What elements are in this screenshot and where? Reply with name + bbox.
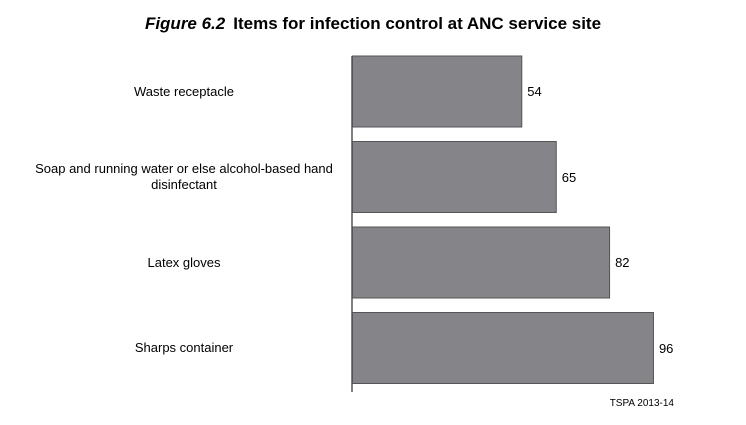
chart-title: Figure 6.2 Items for infection control at… xyxy=(0,14,746,34)
data-label: 54 xyxy=(527,84,542,99)
bar xyxy=(352,226,611,299)
data-label: 65 xyxy=(561,169,577,185)
source-note: TSPA 2013-14 xyxy=(609,398,674,409)
category-label: Latex gloves xyxy=(147,254,221,270)
category-label: Waste receptacle xyxy=(134,83,234,99)
bar xyxy=(352,55,523,128)
data-label: 96 xyxy=(658,340,674,356)
category-label: Soap and running water or else alcohol-b… xyxy=(35,161,333,192)
figure-number: Figure 6.2 xyxy=(144,14,226,33)
figure-title: Items for infection control at ANC servi… xyxy=(233,14,602,33)
data-label: 82 xyxy=(615,255,630,270)
bar xyxy=(352,312,654,384)
bar xyxy=(352,141,557,213)
category-label: Sharps container xyxy=(134,340,234,355)
